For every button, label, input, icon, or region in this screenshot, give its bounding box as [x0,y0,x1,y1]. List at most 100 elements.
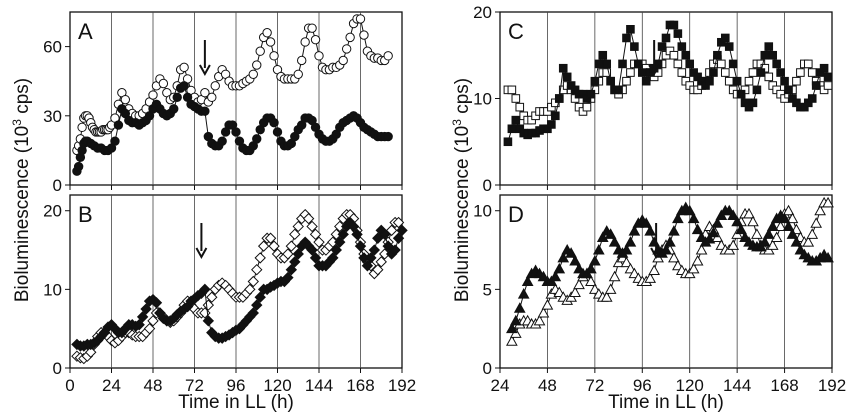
panel-d-series-2-point [604,228,617,239]
panel-c-arrow-head [648,64,661,77]
panel-c-series-1-point [582,102,592,112]
panel-b-series-2-point [389,244,401,256]
panel-c-series-2-point [594,59,604,69]
panel-b-series-2-point [334,236,346,248]
panel-d-series-1-point [691,255,704,266]
panel-a-series-2-point [252,134,262,144]
panel-a-series-2-point [113,120,124,130]
panel-c-series-1-point [511,94,521,103]
panel-a-arrow-head [199,64,211,77]
panel-b-series-2-point [337,228,349,241]
panel-c-series-2-point [626,25,635,34]
panel-c-series-2-point [602,59,612,69]
panel-a-series-1-point [300,37,310,47]
panel-b-series-2-point [396,224,408,237]
panel-b-series-1-point [264,232,277,244]
panel-b-series-2-point [351,228,363,241]
panel-b-series-1-point [143,322,156,335]
panel-c-series-2-point [657,42,667,51]
x-axis-title-left: Time in LL (h) [178,392,294,413]
panel-d-series-1-point [537,306,550,318]
panel-c-series-2-point [776,68,785,77]
panel-c-series-1-point [669,50,679,60]
panel-b-series-2-point [136,311,149,323]
panel-d-series-2-point [727,209,740,220]
panel-b-series-2-point [247,307,259,319]
panel-d-series-2-point [790,236,803,247]
panel-a-series-2-point [169,104,179,114]
panel-d-series-2-point [644,225,657,236]
panel-d-series-1-point [782,204,795,216]
panel-c-series-2-point [590,76,600,86]
panel-c-series-2-point [748,98,758,108]
panel-b-xtick-label: 24 [102,376,121,395]
panel-d-series-2-point [620,244,633,255]
panel-d-series-1-point [573,278,585,290]
panel-c-series-2-point [752,85,762,95]
panel-d-series-2-point [758,236,771,247]
panel-b-series-2-point [382,240,394,252]
panel-c-series-2-point [618,59,627,69]
panel-c-series-2-point [819,63,829,73]
panel-b-series-2-point [285,263,298,276]
panel-a-series-2-point [172,92,182,103]
panel-c-series-2-point [720,33,730,43]
panel-d-series-2-point [664,236,676,247]
panel-a-series-1-point [255,46,265,56]
panel-c-series-2-point [709,68,718,77]
panel-d-series-1-point [695,244,708,255]
panel-c-series-1-point [792,76,801,86]
panel-d-series-1-point [822,196,834,208]
panel-b-series-2-point [392,232,405,244]
panel-d-series-1-point [810,217,823,228]
panel-d-series-2-point [592,244,605,255]
y-axis-title-unit: cps) [12,78,33,119]
panel-b-series-1-point [302,212,315,225]
panel-b-series-2-point [133,319,145,331]
panel-b-xtick-label: 120 [263,376,291,395]
panel-d-series-2-point [640,217,653,228]
panel-b-series-2-point [251,299,263,311]
panel-c-ytick-label: 20 [473,3,492,22]
panel-c-series-2-point [586,89,596,99]
panel-c-series-2-point [784,85,793,95]
panel-a-series-1-point [383,51,393,61]
panel-b-ytick-label: 0 [53,359,62,378]
panel-c-series-1-point [803,59,813,69]
panel-d-series-2-point [731,215,743,227]
panel-a-series-1-point [262,28,272,38]
panel-a-series-1-point [148,90,158,100]
panel-b-series-2-point [150,297,163,309]
panel-b-series-2-point [354,240,367,252]
panel-d-series-2-point [517,288,530,299]
panel-c-series-1-point [724,76,734,86]
panel-d-series-2-point [569,255,581,266]
panel-d: 0 5 10 24 48 72 96 120 144 168 192 D [473,194,846,395]
panel-c-series-2-point [641,76,651,86]
panel-c-series-1-point [748,68,758,77]
panel-a-ytick-label: 60 [43,38,62,57]
panel-a-series-1-point [248,69,258,79]
panel-d-xtick-label: 120 [676,376,704,395]
panel-c-series-2-point [811,81,821,90]
panel-d-series-1-point [600,291,613,302]
y-axis-title-superscript: 3 [10,119,24,126]
panel-d-ytick-label: 5 [483,280,492,299]
panel-d-series-2-point [691,223,704,235]
panel-b-series-1-point [313,236,325,248]
panel-b-xtick-label: 0 [65,376,74,395]
panel-d-series-1-point [541,299,554,310]
panel-d-xtick-label: 24 [491,376,510,395]
panel-d-series-1-point [747,215,759,227]
panel-d-series-1-point [743,207,755,219]
panel-a-series-1-point [207,92,217,103]
panel-c-series-1-point [673,59,683,69]
panel-d-series-2-point [786,228,799,239]
panel-b-series-1-point [257,240,270,252]
panel-a-series-1-point [269,51,279,61]
panel-d-ytick-label: 10 [473,202,492,221]
panel-a-ytick-label: 0 [53,176,62,195]
panel-c-ytick-label: 0 [483,176,492,195]
panel-a-series-1-point [345,32,355,43]
